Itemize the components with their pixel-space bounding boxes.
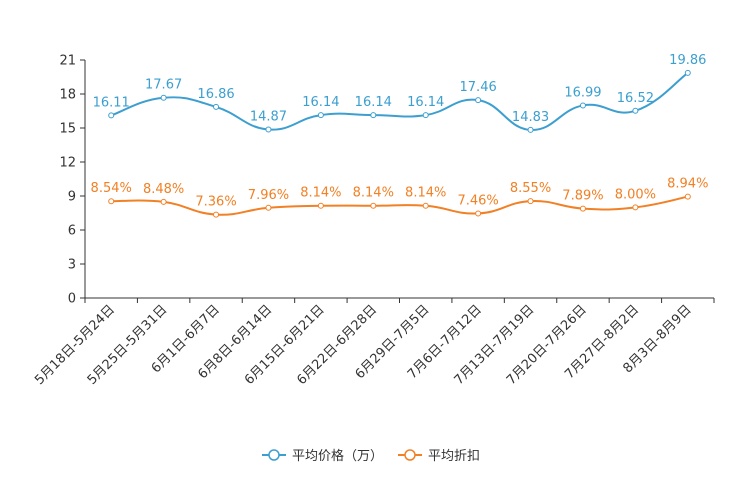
- data-label: 17.46: [460, 80, 497, 95]
- data-label: 16.52: [617, 91, 654, 106]
- legend-marker-icon: [268, 449, 280, 461]
- series-1: 16.11 17.67 16.86 14.87 16.14 16.14 16.14 17.46…: [93, 53, 706, 133]
- series-layer: 16.11 17.67 16.86 14.87 16.14 16.14 16.14 17.46…: [91, 53, 708, 218]
- data-point: [370, 202, 377, 209]
- y-tick-label: 0: [68, 292, 76, 307]
- y-axis: 0 3 6 9 12 15 18 21: [59, 54, 86, 307]
- data-point: [475, 97, 482, 104]
- data-label: 7.46%: [457, 193, 498, 208]
- data-label: 8.55%: [510, 181, 551, 196]
- y-tick-label: 15: [59, 122, 76, 137]
- data-point: [317, 202, 324, 209]
- data-point: [317, 112, 324, 119]
- y-tick-label: 3: [68, 258, 76, 273]
- data-point: [684, 69, 691, 76]
- data-point: [160, 198, 167, 205]
- data-point: [265, 204, 272, 211]
- legend-label: 平均折扣: [428, 449, 480, 464]
- data-label: 8.14%: [353, 186, 394, 201]
- y-tick-label: 9: [68, 190, 76, 205]
- data-label: 14.83: [512, 110, 549, 125]
- data-point: [684, 193, 691, 200]
- data-label: 8.00%: [615, 187, 656, 202]
- data-label: 17.67: [145, 78, 182, 93]
- data-point: [160, 94, 167, 101]
- data-label: 14.87: [250, 109, 287, 124]
- data-label: 8.94%: [667, 177, 708, 192]
- data-label: 16.11: [93, 95, 130, 110]
- data-point: [370, 112, 377, 119]
- series-line: [111, 195, 688, 216]
- legend-item-1: 平均价格（万）: [262, 448, 383, 464]
- data-label: 16.14: [355, 95, 392, 110]
- data-label: 8.54%: [91, 181, 132, 196]
- data-point: [475, 210, 482, 217]
- data-point: [579, 102, 586, 109]
- legend-item-2: 平均折扣: [398, 449, 480, 464]
- data-point: [527, 126, 534, 133]
- y-tick-label: 18: [59, 88, 76, 103]
- data-point: [632, 204, 639, 211]
- legend-label: 平均价格（万）: [292, 448, 383, 464]
- data-label: 16.99: [564, 85, 601, 100]
- data-point: [422, 202, 429, 209]
- y-tick-label: 6: [68, 224, 76, 239]
- data-label: 7.36%: [195, 195, 236, 210]
- data-point: [213, 211, 220, 218]
- data-point: [108, 198, 115, 205]
- y-tick-label: 21: [59, 54, 76, 69]
- data-point: [527, 198, 534, 205]
- data-label: 7.96%: [248, 188, 289, 203]
- data-label: 8.14%: [300, 186, 341, 201]
- data-point: [213, 103, 220, 110]
- legend: 平均价格（万） 平均折扣: [262, 448, 480, 464]
- data-label: 7.89%: [562, 189, 603, 204]
- data-label: 16.86: [197, 87, 234, 102]
- data-label: 16.14: [407, 95, 444, 110]
- data-point: [579, 205, 586, 212]
- data-label: 8.14%: [405, 186, 446, 201]
- data-point: [422, 112, 429, 119]
- data-point: [265, 126, 272, 133]
- data-point: [108, 112, 115, 119]
- data-label: 8.48%: [143, 182, 184, 197]
- series-2: 8.54% 8.48% 7.36% 7.96% 8.14% 8.14% 8.14% 7.46%…: [91, 177, 708, 218]
- y-tick-label: 12: [59, 156, 76, 171]
- legend-marker-icon: [404, 449, 416, 461]
- data-point: [632, 107, 639, 114]
- x-axis: 5月18日-5月24日5月25日-5月31日6月1日-6月7日6月8日-6月14…: [32, 297, 715, 388]
- data-label: 16.14: [302, 95, 339, 110]
- data-label: 19.86: [669, 53, 706, 68]
